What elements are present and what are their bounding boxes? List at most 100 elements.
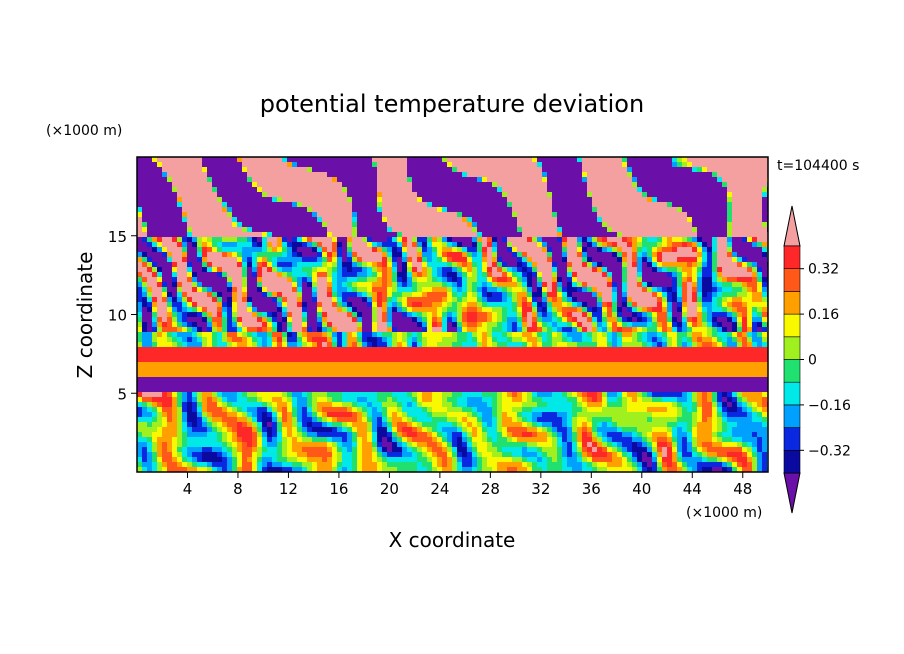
contour-cell bbox=[427, 252, 433, 258]
contour-cell bbox=[577, 207, 583, 213]
contour-cell bbox=[592, 187, 598, 193]
contour-cell bbox=[152, 212, 158, 218]
contour-cell bbox=[547, 277, 553, 283]
contour-cell bbox=[492, 247, 498, 253]
contour-cell bbox=[397, 182, 403, 188]
contour-cell bbox=[687, 312, 693, 318]
contour-cell bbox=[487, 317, 493, 323]
contour-cell bbox=[497, 297, 503, 303]
contour-cell bbox=[717, 222, 723, 228]
contour-cell bbox=[247, 192, 253, 198]
contour-cell bbox=[677, 227, 683, 233]
contour-cell bbox=[687, 167, 693, 173]
contour-cell bbox=[522, 202, 528, 208]
contour-cell bbox=[212, 212, 218, 218]
contour-cell bbox=[697, 347, 703, 353]
contour-cell bbox=[632, 237, 638, 243]
contour-cell bbox=[607, 272, 613, 278]
contour-cell bbox=[377, 177, 383, 183]
contour-cell bbox=[197, 272, 203, 278]
contour-cell bbox=[392, 172, 398, 178]
contour-cell bbox=[137, 232, 143, 238]
contour-cell bbox=[172, 157, 178, 163]
contour-cell bbox=[372, 212, 378, 218]
contour-cell bbox=[672, 337, 678, 343]
contour-cell bbox=[532, 167, 538, 173]
contour-cell bbox=[207, 282, 213, 288]
contour-cell bbox=[602, 197, 608, 203]
contour-cell bbox=[682, 182, 688, 188]
contour-cell bbox=[372, 227, 378, 233]
contour-cell bbox=[207, 177, 213, 183]
contour-cell bbox=[742, 267, 748, 273]
contour-cell bbox=[432, 297, 438, 303]
contour-cell bbox=[592, 282, 598, 288]
contour-cell bbox=[712, 207, 718, 213]
contour-cell bbox=[682, 272, 688, 278]
contour-cell bbox=[762, 292, 768, 298]
contour-cell bbox=[332, 182, 338, 188]
contour-cell bbox=[277, 197, 283, 203]
contour-cell bbox=[462, 342, 468, 348]
contour-cell bbox=[742, 237, 748, 243]
contour-cell bbox=[612, 262, 618, 268]
contour-cell bbox=[542, 322, 548, 328]
contour-cell bbox=[302, 327, 308, 333]
contour-cell bbox=[152, 312, 158, 318]
contour-cell bbox=[582, 247, 588, 253]
contour-cell bbox=[657, 177, 663, 183]
contour-cell bbox=[702, 262, 708, 268]
contour-cell bbox=[612, 222, 618, 228]
contour-cell bbox=[602, 317, 608, 323]
contour-cell bbox=[277, 177, 283, 183]
contour-cell bbox=[687, 207, 693, 213]
contour-cell bbox=[172, 342, 178, 348]
contour-cell bbox=[152, 297, 158, 303]
contour-cell bbox=[637, 162, 643, 168]
contour-cell bbox=[177, 332, 183, 338]
contour-cell bbox=[382, 327, 388, 333]
contour-cell bbox=[627, 207, 633, 213]
contour-cell bbox=[307, 242, 313, 248]
contour-cell bbox=[542, 252, 548, 258]
contour-cell bbox=[337, 217, 343, 223]
contour-cell bbox=[337, 297, 343, 303]
contour-cell bbox=[247, 162, 253, 168]
contour-cell bbox=[212, 192, 218, 198]
contour-cell bbox=[137, 277, 143, 283]
contour-cell bbox=[652, 257, 658, 263]
contour-cell bbox=[442, 157, 448, 163]
contour-cell bbox=[607, 332, 613, 338]
contour-cell bbox=[537, 337, 543, 343]
contour-cell bbox=[267, 232, 273, 238]
contour-cell bbox=[607, 172, 613, 178]
contour-cell bbox=[457, 232, 463, 238]
contour-cell bbox=[517, 337, 523, 343]
contour-cell bbox=[302, 352, 308, 358]
contour-cell bbox=[592, 287, 598, 293]
contour-cell bbox=[332, 237, 338, 243]
contour-cell bbox=[212, 252, 218, 258]
contour-cell bbox=[192, 312, 198, 318]
contour-cell bbox=[547, 167, 553, 173]
contour-cell bbox=[712, 292, 718, 298]
contour-cell bbox=[357, 317, 363, 323]
contour-cell bbox=[657, 317, 663, 323]
contour-cell bbox=[597, 172, 603, 178]
contour-cell bbox=[487, 302, 493, 308]
contour-cell bbox=[622, 232, 628, 238]
contour-cell bbox=[692, 197, 698, 203]
contour-cell bbox=[707, 287, 713, 293]
contour-cell bbox=[672, 307, 678, 313]
contour-cell bbox=[702, 197, 708, 203]
contour-cell bbox=[277, 312, 283, 318]
contour-cell bbox=[667, 207, 673, 213]
contour-cell bbox=[637, 317, 643, 323]
contour-cell bbox=[432, 187, 438, 193]
contour-cell bbox=[612, 257, 618, 263]
contour-cell bbox=[407, 167, 413, 173]
contour-cell bbox=[602, 187, 608, 193]
contour-cell bbox=[357, 232, 363, 238]
contour-cell bbox=[742, 242, 748, 248]
contour-cell bbox=[507, 312, 513, 318]
